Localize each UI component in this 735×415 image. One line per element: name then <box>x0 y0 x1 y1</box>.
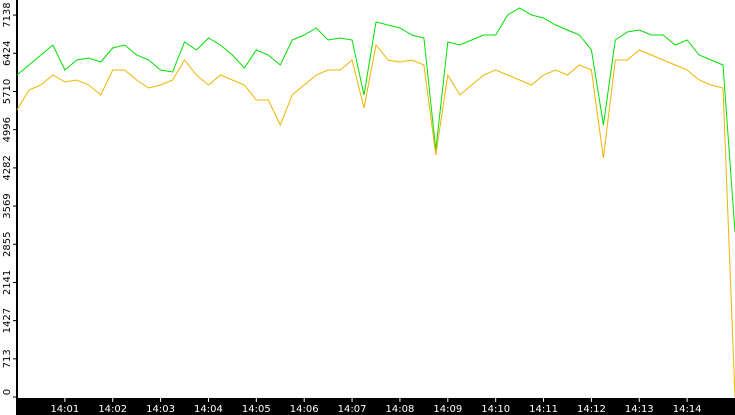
x-tick-label: 14:03 <box>146 404 175 415</box>
x-tick-label: 14:01 <box>50 404 79 415</box>
x-tick-label: 14:05 <box>242 404 271 415</box>
series-line <box>16 43 735 398</box>
x-tick-label: 14:07 <box>338 404 367 415</box>
y-tick-label: 3569 <box>2 193 13 218</box>
y-tick-label: 2141 <box>2 270 13 295</box>
x-tick-label: 14:06 <box>290 404 319 415</box>
x-tick-label: 14:04 <box>194 404 223 415</box>
x-tick-label: 14:10 <box>481 404 510 415</box>
x-tick-label: 14:02 <box>98 404 127 415</box>
x-tick-label: 14:09 <box>433 404 462 415</box>
y-tick-label: 1427 <box>2 308 13 333</box>
y-tick-label: 7138 <box>2 2 13 27</box>
x-tick-label: 14:11 <box>529 404 558 415</box>
y-tick-label: 713 <box>2 349 13 368</box>
y-tick-label: 6424 <box>2 41 13 66</box>
y-tick-label: 4282 <box>2 155 13 180</box>
x-tick-label: 14:08 <box>386 404 415 415</box>
y-tick-label: 5710 <box>2 79 13 104</box>
y-tick-label: 2855 <box>2 232 13 257</box>
y-tick-label: 4996 <box>2 117 13 142</box>
x-tick-label: 14:14 <box>673 404 702 415</box>
x-axis-bar <box>17 398 735 415</box>
x-tick-label: 14:13 <box>625 404 654 415</box>
series-line <box>16 7 735 233</box>
y-tick-label: 0 <box>2 389 13 395</box>
x-tick-label: 14:12 <box>577 404 606 415</box>
